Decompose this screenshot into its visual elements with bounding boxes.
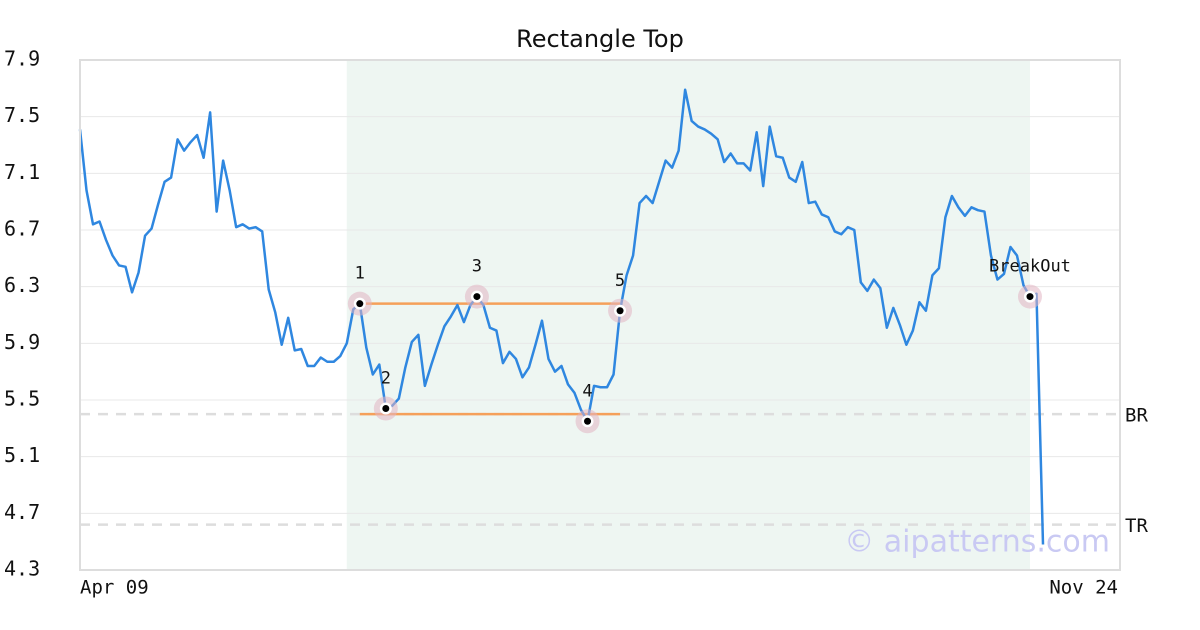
point-label: 1	[355, 264, 365, 284]
reference-label: TR	[1125, 515, 1148, 537]
chart-title: Rectangle Top	[516, 25, 684, 53]
point-label: 2	[381, 369, 391, 389]
y-tick-label: 7.5	[4, 103, 40, 127]
point-label: 4	[582, 381, 592, 401]
point-label: 3	[472, 257, 482, 277]
y-tick-label: 4.3	[4, 557, 40, 581]
point-label: 5	[615, 271, 625, 291]
y-tick-label: 6.3	[4, 273, 40, 297]
pattern-point	[616, 307, 624, 315]
y-tick-label: 5.9	[4, 330, 40, 354]
pattern-point	[356, 300, 364, 308]
plot-frame	[79, 59, 1121, 571]
series-line	[78, 88, 1045, 545]
highlight-span	[346, 60, 1030, 570]
y-tick-label: 6.7	[4, 217, 40, 241]
x-tick-label: Nov 24	[1049, 577, 1118, 599]
x-tick-label: Apr 09	[80, 577, 149, 599]
pattern-point	[473, 293, 481, 301]
pattern-point	[382, 405, 390, 412]
pattern-point	[584, 417, 592, 425]
y-tick-label: 5.5	[4, 387, 40, 411]
y-tick-label: 4.7	[4, 500, 40, 524]
y-tick-label: 7.1	[4, 160, 40, 184]
y-tick-label: 5.1	[4, 443, 40, 467]
point-label: BreakOut	[989, 257, 1071, 277]
pattern-point	[1026, 293, 1034, 301]
y-tick-label: 7.9	[4, 47, 40, 71]
watermark: © aipatterns.com	[844, 525, 1110, 560]
reference-label: BR	[1125, 405, 1148, 427]
